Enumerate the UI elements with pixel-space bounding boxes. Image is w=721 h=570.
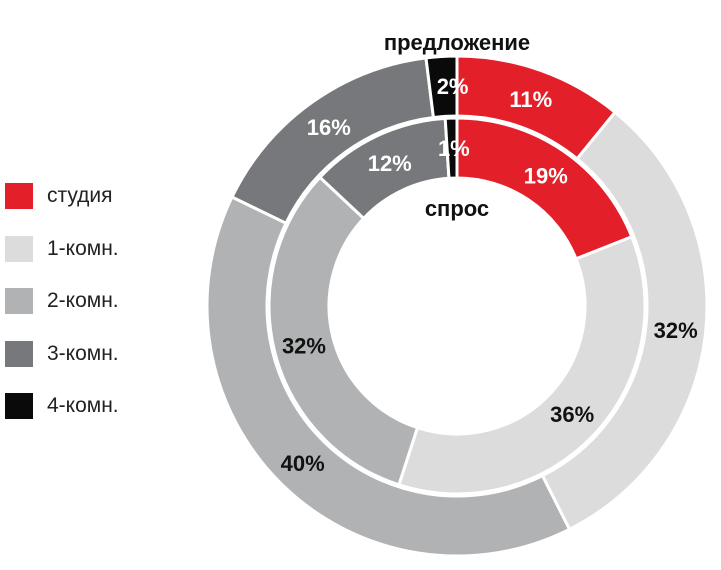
legend-item-3room: 3-комн. [5, 328, 119, 381]
legend-item-studio: студия [5, 170, 119, 223]
outer-data-label-0: 11% [509, 87, 552, 112]
legend-swatch [5, 235, 33, 262]
legend-label: 3-комн. [47, 341, 119, 365]
legend-label: 1-комн. [47, 236, 119, 260]
legend-swatch [5, 393, 33, 420]
inner-data-label-2: 32% [282, 333, 326, 358]
legend-label: 4-комн. [47, 394, 119, 418]
outer-slice-4 [424, 54, 459, 120]
outer-data-label-1: 32% [654, 318, 698, 343]
legend-swatch [5, 288, 33, 315]
legend-label: студия [47, 184, 113, 208]
legend-swatch [5, 183, 33, 210]
inner-data-label-1: 36% [550, 402, 594, 427]
outer-ring-title: предложение [383, 30, 531, 55]
outer-slice-1 [540, 110, 709, 532]
inner-data-label-3: 12% [368, 151, 412, 176]
inner-ring-title: спрос [424, 196, 490, 221]
legend-item-1room: 1-комн. [5, 223, 119, 276]
legend-swatch [5, 340, 33, 367]
inner-slice-2 [267, 175, 420, 487]
outer-data-label-2: 40% [281, 451, 325, 476]
outer-slice-2 [205, 195, 572, 558]
outer-data-label-4: 2% [437, 74, 469, 99]
outer-data-label-3: 16% [307, 115, 351, 140]
legend-item-4room: 4-комн. [5, 380, 119, 433]
inner-data-label-0: 19% [524, 163, 568, 188]
legend: студия 1-комн. 2-комн. 3-комн. 4-комн. [5, 170, 119, 433]
inner-slice-1 [397, 234, 647, 496]
inner-data-label-4: 1% [438, 136, 470, 161]
inner-slice-4 [443, 116, 459, 180]
legend-label: 2-комн. [47, 289, 119, 313]
legend-item-2room: 2-комн. [5, 275, 119, 328]
